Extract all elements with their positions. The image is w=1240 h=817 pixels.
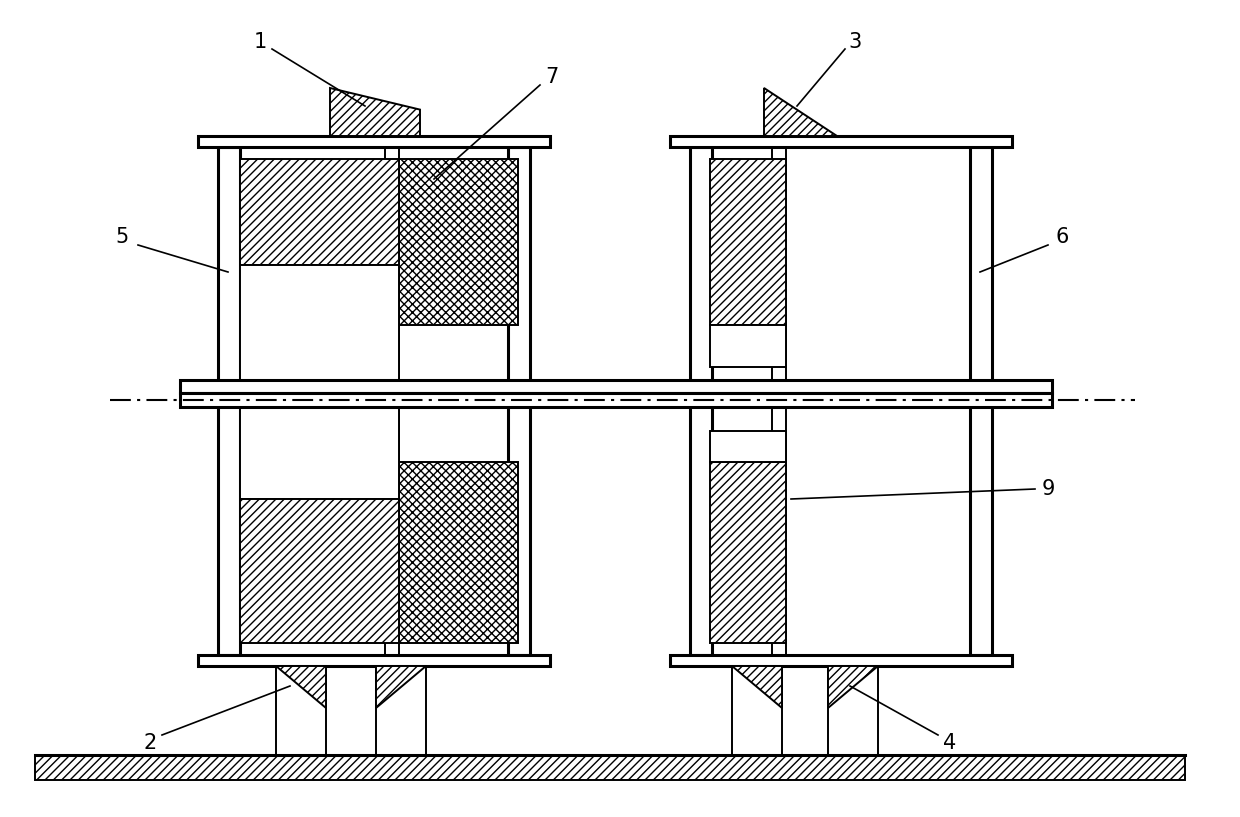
Bar xyxy=(180,380,1052,393)
Bar xyxy=(376,666,427,755)
Bar xyxy=(198,655,551,666)
Bar xyxy=(670,655,1012,666)
Polygon shape xyxy=(732,666,782,708)
Bar xyxy=(35,755,1185,780)
Polygon shape xyxy=(330,88,420,136)
Bar xyxy=(399,462,518,643)
Polygon shape xyxy=(828,666,878,708)
Text: 4: 4 xyxy=(944,733,956,753)
Polygon shape xyxy=(277,666,326,708)
Bar xyxy=(670,136,1012,147)
Text: 6: 6 xyxy=(1055,227,1069,247)
Bar xyxy=(828,666,878,755)
Bar xyxy=(711,325,786,367)
Text: 9: 9 xyxy=(1042,479,1055,499)
Bar xyxy=(711,159,786,325)
Bar xyxy=(218,147,241,655)
Text: 2: 2 xyxy=(144,733,156,753)
Bar xyxy=(711,462,786,643)
Bar xyxy=(508,147,529,655)
Polygon shape xyxy=(376,666,427,708)
Bar xyxy=(241,265,399,499)
Bar xyxy=(399,159,518,325)
Polygon shape xyxy=(764,88,837,136)
Bar xyxy=(732,666,782,755)
Bar xyxy=(180,393,1052,407)
Bar xyxy=(198,136,551,147)
Text: 1: 1 xyxy=(253,32,267,52)
Bar xyxy=(773,147,786,655)
Text: 5: 5 xyxy=(115,227,129,247)
Bar xyxy=(384,147,399,655)
Bar xyxy=(277,666,326,755)
Bar xyxy=(970,147,992,655)
Text: 7: 7 xyxy=(546,67,559,87)
Bar xyxy=(689,147,712,655)
Text: 3: 3 xyxy=(848,32,862,52)
Bar xyxy=(711,431,786,462)
Bar xyxy=(241,499,399,643)
Bar xyxy=(241,159,399,265)
